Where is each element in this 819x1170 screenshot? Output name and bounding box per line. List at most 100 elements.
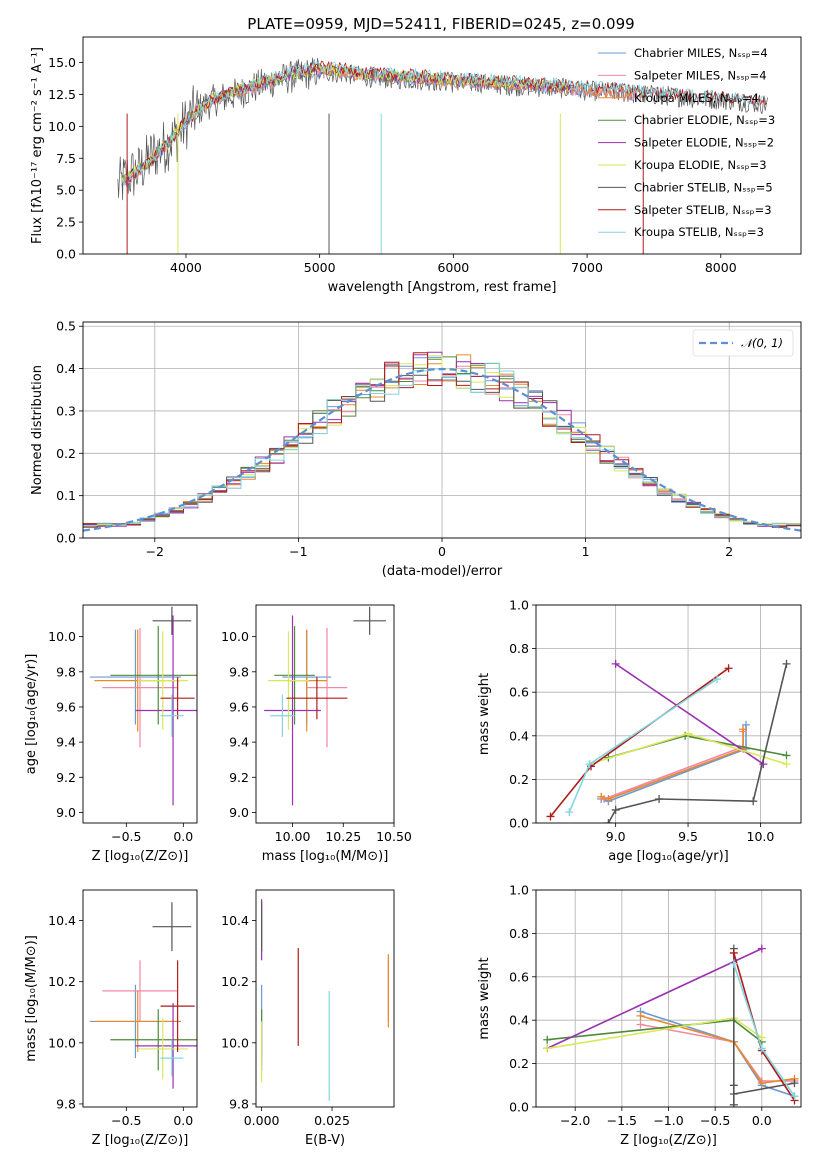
axes-frame — [255, 604, 395, 824]
x-tick-label: −0.5 — [111, 829, 141, 844]
y-tick-label: 10.2 — [48, 974, 76, 989]
weight-marker — [713, 675, 722, 684]
y-axis-label: age [log₁₀(age/yr)] — [24, 654, 39, 775]
y-axis-label: mass weight — [477, 957, 492, 1039]
y-tick-label: 9.6 — [229, 699, 249, 714]
point-kroupa-stelib — [160, 694, 184, 737]
weight-marker — [724, 664, 733, 673]
weight-marker — [782, 659, 791, 668]
x-tick-label: 10.25 — [325, 829, 361, 844]
axes-frame — [535, 889, 802, 1108]
weight-marker — [757, 1033, 766, 1042]
x-axis-label: (data-model)/error — [382, 564, 503, 579]
weight-marker — [782, 760, 791, 769]
point-salpeter-miles — [102, 627, 178, 748]
x-tick-label: 0.000 — [244, 1113, 280, 1128]
y-tick-label: 9.4 — [56, 735, 76, 750]
x-tick-label: 1 — [582, 544, 590, 559]
weight-marker — [757, 1044, 766, 1053]
axes-frame — [82, 889, 198, 1108]
x-tick-label: 4000 — [170, 260, 202, 275]
y-tick-label: 0.0 — [509, 1100, 529, 1115]
y-tick-label: 5.0 — [56, 183, 76, 198]
weight-marker — [684, 729, 693, 738]
figure-title: PLATE=0959, MJD=52411, FIBERID=0245, z=0… — [247, 15, 634, 33]
plot-area — [261, 899, 389, 1101]
y-tick-label: 1.0 — [509, 598, 529, 613]
x-axis-label: wavelength [Angstrom, rest frame] — [328, 280, 557, 295]
y-tick-label: 0.8 — [509, 926, 529, 941]
y-tick-label: 10.2 — [221, 974, 249, 989]
point-chabrier-elodie — [110, 1009, 197, 1071]
x-tick-label: 0.0 — [173, 829, 193, 844]
weight-marker — [604, 795, 613, 804]
weight-marker — [757, 1079, 766, 1088]
plot-area — [543, 944, 799, 1107]
point-salpeter-stelib — [286, 677, 348, 720]
x-axis-label: age [log₁₀(age/yr)] — [608, 849, 729, 864]
weight-marker — [782, 751, 791, 760]
age-vs-mass-panel: 10.00 10.25 10.50 9.0 9.2 9.4 9.6 9.8 10.0 mass [… — [221, 604, 412, 864]
x-axis-label: mass [log₁₀(M/M⊙)] — [262, 849, 389, 864]
point-kroupa-stelib — [160, 1039, 184, 1077]
axes-frame — [82, 321, 802, 539]
y-tick-label: 10.0 — [48, 119, 76, 134]
point-salpeter-stelib — [160, 677, 195, 720]
weight-marker — [585, 760, 594, 769]
legend-entry: Kroupa MILES, Nₛₛₚ=4 — [634, 91, 759, 105]
weight-marker — [604, 819, 613, 823]
plot-area — [117, 57, 768, 254]
x-tick-label: 2 — [725, 544, 733, 559]
y-tick-label: 0.5 — [56, 319, 76, 334]
x-tick-label: 5000 — [304, 260, 336, 275]
y-axis-label: Flux [fλ10⁻¹⁷ erg cm⁻² s⁻¹ A⁻¹] — [30, 47, 45, 244]
plot-area — [83, 351, 801, 532]
x-tick-label: −0.5 — [700, 1113, 730, 1128]
y-tick-label: 2.5 — [56, 215, 76, 230]
weights-chabrier-miles — [640, 1010, 795, 1097]
weight-marker — [729, 948, 738, 957]
age-vs-metallicity-panel: −0.5 0.0 9.0 9.2 9.4 9.6 9.8 10.0 Z [log₁₀(Z/Z⊙)… — [24, 604, 198, 864]
weight-marker — [729, 1089, 738, 1098]
x-tick-label: 10.50 — [376, 829, 412, 844]
weights-kroupa-miles — [640, 1015, 795, 1084]
y-tick-label: 9.2 — [229, 770, 249, 785]
weight-marker — [790, 1092, 799, 1101]
plot-area — [89, 902, 197, 1089]
weights-chabrier-miles — [600, 724, 747, 802]
y-tick-label: 0.0 — [56, 531, 76, 546]
weight-marker — [565, 808, 574, 817]
point-kroupa-stelib — [270, 694, 295, 737]
point-kroupa-elodie — [137, 1018, 188, 1080]
y-tick-label: 0.4 — [56, 361, 76, 376]
y-tick-label: 9.0 — [229, 805, 249, 820]
axes-frame — [255, 889, 395, 1108]
legend-entry: 𝒩(0, 1) — [741, 336, 783, 350]
y-tick-label: 10.0 — [221, 629, 249, 644]
normal-distribution-curve — [83, 367, 801, 532]
x-tick-label: −2 — [146, 544, 164, 559]
weight-marker — [749, 797, 758, 806]
weight-marker — [543, 1044, 552, 1053]
y-tick-label: 0.4 — [509, 728, 529, 743]
x-tick-label: 0.0 — [173, 1113, 193, 1128]
spectrum-legend: Chabrier MILES, Nₛₛₚ=4 Salpeter MILES, Nₛ… — [598, 46, 775, 239]
y-tick-label: 9.8 — [229, 664, 249, 679]
weight-marker — [543, 1035, 552, 1044]
point-chabrier-miles — [89, 629, 182, 725]
x-tick-label: 10.00 — [275, 829, 311, 844]
point-chabrier-elodie — [110, 626, 197, 725]
mass-vs-extinction-panel: 0.000 0.025 9.8 10.0 10.2 10.4 E(B-V) — [221, 889, 395, 1148]
y-tick-label: 0.4 — [509, 1013, 529, 1028]
weight-marker — [739, 725, 748, 734]
point-kroupa-elodie — [137, 631, 188, 730]
x-tick-label: 8000 — [705, 260, 737, 275]
y-tick-label: 0.2 — [509, 1056, 529, 1071]
y-tick-label: 0.1 — [56, 488, 76, 503]
point-chabrier-stelib — [152, 606, 192, 635]
x-tick-label: 7000 — [571, 260, 603, 275]
plot-area — [546, 659, 791, 823]
x-tick-label: 0.0 — [752, 1113, 772, 1128]
spectrum-kroupa-stelib — [121, 60, 768, 186]
x-tick-label: −1.0 — [653, 1113, 683, 1128]
